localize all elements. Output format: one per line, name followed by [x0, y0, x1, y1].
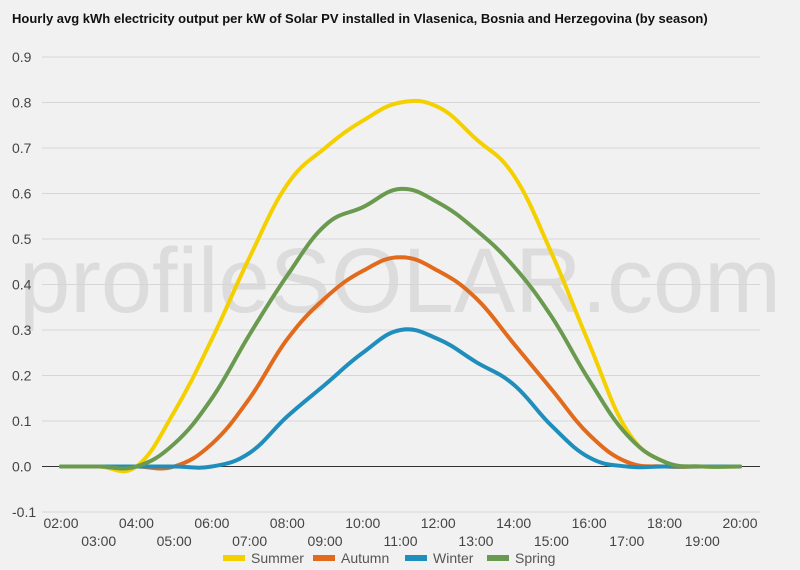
series-line-summer: [59, 98, 742, 474]
x-tick-label: 12:00: [421, 515, 456, 531]
y-tick-label: 0.6: [12, 186, 32, 202]
y-tick-label: 0.8: [12, 95, 32, 111]
legend-swatch: [405, 555, 427, 561]
x-tick-label: 10:00: [345, 515, 380, 531]
legend-item-winter[interactable]: Winter: [405, 550, 474, 566]
gridlines: [42, 56, 760, 513]
legend-swatch: [223, 555, 245, 561]
legend-item-autumn[interactable]: Autumn: [313, 550, 389, 566]
x-tick-label: 05:00: [157, 533, 192, 549]
legend-label: Winter: [433, 550, 474, 566]
x-tick-label: 14:00: [496, 515, 531, 531]
legend[interactable]: Summer Autumn Winter Spring: [223, 550, 555, 566]
x-tick-label: 07:00: [232, 533, 267, 549]
x-tick-label: 02:00: [43, 515, 78, 531]
y-axis: 0.9 0.8 0.7 0.6 0.5 0.4 0.3 0.2 0.1 0.0 -0.1: [12, 49, 36, 520]
y-tick-label: 0.9: [12, 49, 32, 65]
legend-item-summer[interactable]: Summer: [223, 550, 304, 566]
x-tick-label: 20:00: [722, 515, 757, 531]
y-tick-label: 0.3: [12, 322, 32, 338]
y-tick-label: 0.1: [12, 413, 32, 429]
legend-swatch: [313, 555, 335, 561]
legend-item-spring[interactable]: Spring: [487, 550, 555, 566]
x-tick-label: 11:00: [384, 533, 418, 549]
x-axis: 02:0003:0004:0005:0006:0007:0008:0009:00…: [43, 515, 757, 549]
watermark-text: profileSOLAR.com: [19, 230, 781, 332]
watermark: profileSOLAR.com: [19, 230, 781, 332]
legend-label: Spring: [515, 550, 555, 566]
legend-label: Autumn: [341, 550, 389, 566]
x-tick-label: 17:00: [609, 533, 644, 549]
legend-swatch: [487, 555, 509, 561]
x-tick-label: 09:00: [308, 533, 343, 549]
legend-label: Summer: [251, 550, 304, 566]
x-tick-label: 03:00: [81, 533, 116, 549]
y-tick-label: 0.0: [12, 459, 32, 475]
x-tick-label: 13:00: [458, 533, 493, 549]
y-tick-label: 0.5: [12, 231, 32, 247]
y-tick-label: 0.7: [12, 140, 32, 156]
x-tick-label: 15:00: [534, 533, 569, 549]
x-tick-label: 06:00: [194, 515, 229, 531]
x-tick-label: 19:00: [685, 533, 720, 549]
x-tick-label: 04:00: [119, 515, 154, 531]
y-tick-label: -0.1: [12, 504, 36, 520]
series-line-winter: [59, 327, 742, 470]
series-line-spring: [59, 186, 742, 471]
y-tick-label: 0.2: [12, 368, 32, 384]
y-tick-label: 0.4: [12, 277, 32, 293]
series-lines: [59, 98, 742, 474]
x-tick-label: 08:00: [270, 515, 305, 531]
x-tick-label: 18:00: [647, 515, 682, 531]
chart-title: Hourly avg kWh electricity output per kW…: [12, 11, 708, 26]
x-tick-label: 16:00: [572, 515, 607, 531]
